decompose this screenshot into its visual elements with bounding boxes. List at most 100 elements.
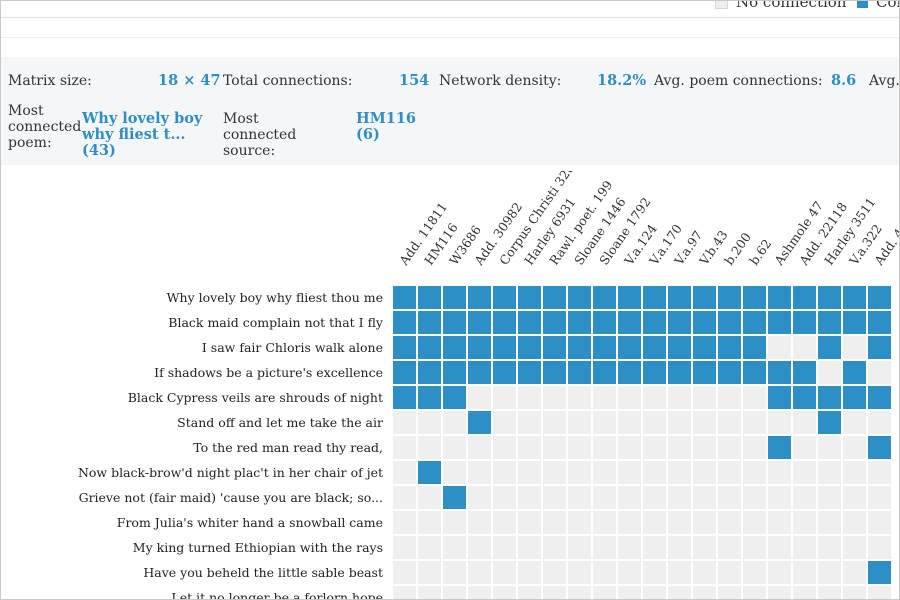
matrix-cell-connected[interactable] xyxy=(468,336,491,359)
matrix-cell-empty[interactable] xyxy=(393,561,416,584)
matrix-cell-empty[interactable] xyxy=(793,586,816,600)
matrix-cell-empty[interactable] xyxy=(618,536,641,559)
matrix-cell-connected[interactable] xyxy=(543,336,566,359)
matrix-cell-connected[interactable] xyxy=(618,361,641,384)
matrix-cell-connected[interactable] xyxy=(568,311,591,334)
matrix-cell-empty[interactable] xyxy=(543,536,566,559)
matrix-cell-empty[interactable] xyxy=(668,386,691,409)
matrix-cell-empty[interactable] xyxy=(643,586,666,600)
matrix-cell-empty[interactable] xyxy=(568,511,591,534)
matrix-cell-empty[interactable] xyxy=(768,536,791,559)
matrix-cell-empty[interactable] xyxy=(843,561,866,584)
matrix-cell-connected[interactable] xyxy=(818,286,841,309)
matrix-cell-empty[interactable] xyxy=(493,561,516,584)
matrix-cell-empty[interactable] xyxy=(618,386,641,409)
matrix-cell-connected[interactable] xyxy=(693,361,716,384)
matrix-cell-empty[interactable] xyxy=(668,411,691,434)
matrix-cell-connected[interactable] xyxy=(668,336,691,359)
matrix-cell-connected[interactable] xyxy=(793,286,816,309)
matrix-cell-empty[interactable] xyxy=(718,386,741,409)
matrix-cell-empty[interactable] xyxy=(518,436,541,459)
matrix-cell-empty[interactable] xyxy=(643,461,666,484)
matrix-cell-connected[interactable] xyxy=(393,286,416,309)
matrix-cell-empty[interactable] xyxy=(593,511,616,534)
matrix-cell-empty[interactable] xyxy=(668,436,691,459)
matrix-cell-empty[interactable] xyxy=(693,536,716,559)
matrix-cell-connected[interactable] xyxy=(818,386,841,409)
matrix-cell-empty[interactable] xyxy=(393,461,416,484)
row-label[interactable]: I saw fair Chloris walk alone xyxy=(202,340,383,355)
matrix-cell-empty[interactable] xyxy=(693,561,716,584)
matrix-cell-empty[interactable] xyxy=(643,511,666,534)
matrix-cell-connected[interactable] xyxy=(793,311,816,334)
matrix-cell-empty[interactable] xyxy=(493,486,516,509)
matrix-cell-empty[interactable] xyxy=(693,386,716,409)
matrix-cell-connected[interactable] xyxy=(443,311,466,334)
matrix-cell-connected[interactable] xyxy=(768,361,791,384)
matrix-cell-empty[interactable] xyxy=(418,561,441,584)
matrix-cell-empty[interactable] xyxy=(618,436,641,459)
matrix-cell-empty[interactable] xyxy=(468,436,491,459)
matrix-cell-empty[interactable] xyxy=(618,461,641,484)
matrix-cell-empty[interactable] xyxy=(743,411,766,434)
matrix-cell-connected[interactable] xyxy=(693,286,716,309)
matrix-cell-connected[interactable] xyxy=(393,386,416,409)
matrix-cell-empty[interactable] xyxy=(543,411,566,434)
matrix-cell-connected[interactable] xyxy=(718,286,741,309)
matrix-cell-connected[interactable] xyxy=(768,386,791,409)
row-label[interactable]: Black Cypress veils are shrouds of night xyxy=(128,390,383,405)
matrix-cell-empty[interactable] xyxy=(443,586,466,600)
row-label[interactable]: Have you beheld the little sable beast xyxy=(143,565,383,580)
matrix-cell-empty[interactable] xyxy=(593,486,616,509)
matrix-cell-empty[interactable] xyxy=(843,511,866,534)
matrix-cell-empty[interactable] xyxy=(643,411,666,434)
matrix-cell-empty[interactable] xyxy=(743,436,766,459)
matrix-cell-empty[interactable] xyxy=(543,561,566,584)
matrix-cell-empty[interactable] xyxy=(743,461,766,484)
matrix-cell-connected[interactable] xyxy=(643,311,666,334)
matrix-cell-connected[interactable] xyxy=(718,311,741,334)
matrix-cell-empty[interactable] xyxy=(643,486,666,509)
matrix-cell-connected[interactable] xyxy=(668,361,691,384)
matrix-cell-empty[interactable] xyxy=(543,511,566,534)
matrix-cell-empty[interactable] xyxy=(693,436,716,459)
matrix-cell-empty[interactable] xyxy=(568,486,591,509)
matrix-cell-empty[interactable] xyxy=(868,411,891,434)
matrix-cell-empty[interactable] xyxy=(443,436,466,459)
matrix-cell-empty[interactable] xyxy=(843,461,866,484)
matrix-cell-empty[interactable] xyxy=(743,511,766,534)
matrix-cell-empty[interactable] xyxy=(618,411,641,434)
matrix-cell-empty[interactable] xyxy=(743,561,766,584)
matrix-cell-connected[interactable] xyxy=(818,311,841,334)
matrix-cell-connected[interactable] xyxy=(418,461,441,484)
matrix-cell-empty[interactable] xyxy=(868,586,891,600)
matrix-cell-empty[interactable] xyxy=(693,511,716,534)
matrix-cell-connected[interactable] xyxy=(593,286,616,309)
matrix-cell-empty[interactable] xyxy=(843,336,866,359)
matrix-cell-empty[interactable] xyxy=(518,586,541,600)
matrix-cell-empty[interactable] xyxy=(493,386,516,409)
matrix-cell-connected[interactable] xyxy=(418,311,441,334)
matrix-cell-empty[interactable] xyxy=(543,461,566,484)
matrix-cell-connected[interactable] xyxy=(493,336,516,359)
matrix-cell-connected[interactable] xyxy=(843,361,866,384)
matrix-cell-empty[interactable] xyxy=(818,561,841,584)
matrix-cell-empty[interactable] xyxy=(643,536,666,559)
matrix-cell-connected[interactable] xyxy=(843,386,866,409)
matrix-cell-connected[interactable] xyxy=(568,286,591,309)
matrix-cell-empty[interactable] xyxy=(793,461,816,484)
matrix-cell-connected[interactable] xyxy=(768,286,791,309)
matrix-cell-empty[interactable] xyxy=(443,511,466,534)
matrix-cell-empty[interactable] xyxy=(618,486,641,509)
matrix-cell-empty[interactable] xyxy=(593,536,616,559)
matrix-cell-empty[interactable] xyxy=(868,461,891,484)
matrix-cell-connected[interactable] xyxy=(868,386,891,409)
row-label[interactable]: Grieve not (fair maid) 'cause you are bl… xyxy=(79,490,383,505)
matrix-cell-empty[interactable] xyxy=(843,536,866,559)
matrix-cell-empty[interactable] xyxy=(768,486,791,509)
matrix-cell-empty[interactable] xyxy=(668,486,691,509)
matrix-cell-empty[interactable] xyxy=(693,411,716,434)
matrix-cell-empty[interactable] xyxy=(643,561,666,584)
matrix-cell-empty[interactable] xyxy=(843,436,866,459)
matrix-cell-connected[interactable] xyxy=(668,286,691,309)
